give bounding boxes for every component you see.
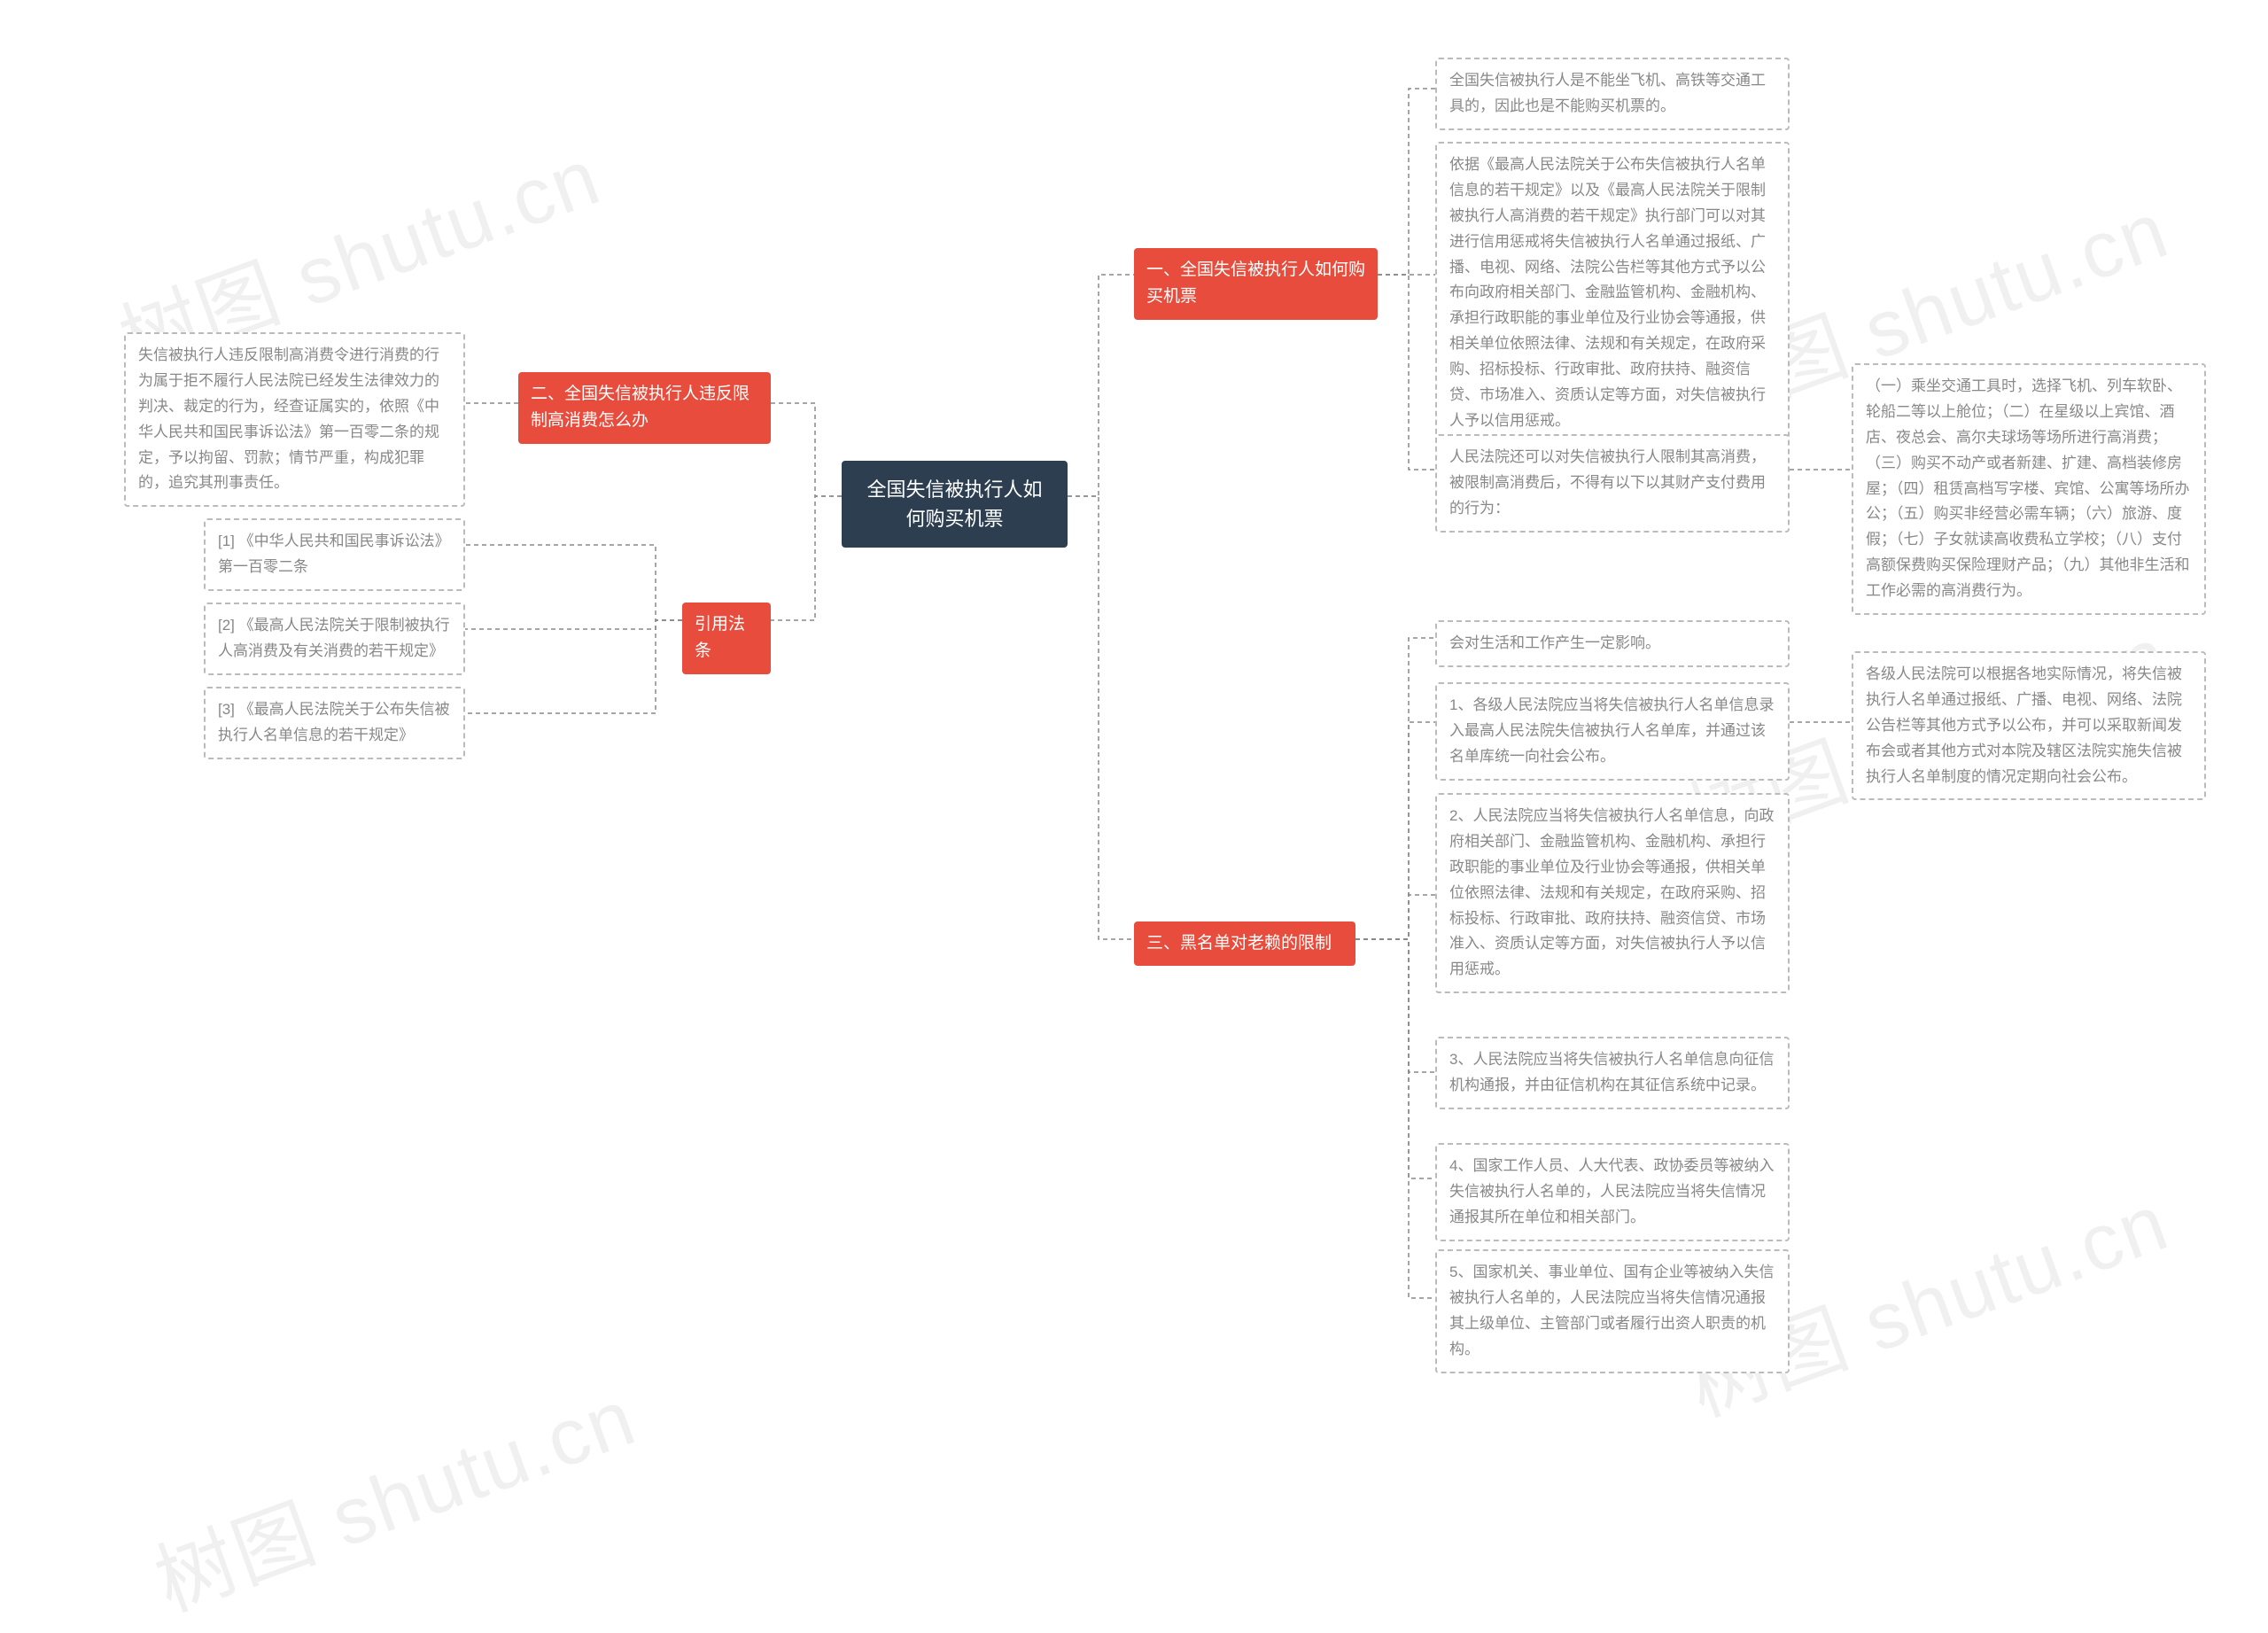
leaf-left-2-2: [3] 《最高人民法院关于公布失信被执行人名单信息的若干规定》: [204, 687, 465, 759]
leaf-left-1: 失信被执行人违反限制高消费令进行消费的行为属于拒不履行人民法院已经发生法律效力的…: [124, 332, 465, 507]
leaf-right-2-3: 3、人民法院应当将失信被执行人名单信息向征信机构通报，并由征信机构在其征信系统中…: [1435, 1037, 1790, 1109]
center-node: 全国失信被执行人如何购买机票: [842, 461, 1068, 548]
branch-left-2: 引用法条: [682, 603, 771, 674]
branch-right-2: 三、黑名单对老赖的限制: [1134, 921, 1355, 966]
leaf-right-2-2: 2、人民法院应当将失信被执行人名单信息，向政府相关部门、金融监管机构、金融机构、…: [1435, 793, 1790, 993]
leaf-right-2-0: 会对生活和工作产生一定影响。: [1435, 620, 1790, 667]
watermark: 树图 shutu.cn: [137, 1353, 649, 1633]
leaf-left-2-1: [2] 《最高人民法院关于限制被执行人高消费及有关消费的若干规定》: [204, 603, 465, 675]
branch-left-1: 二、全国失信被执行人违反限制高消费怎么办: [518, 372, 771, 444]
leaf-left-2-0: [1] 《中华人民共和国民事诉讼法》 第一百零二条: [204, 518, 465, 591]
leaf-right-2-1: 1、各级人民法院应当将失信被执行人名单信息录入最高人民法院失信被执行人名单库，并…: [1435, 682, 1790, 781]
leaf-right-1-0: 全国失信被执行人是不能坐飞机、高铁等交通工具的，因此也是不能购买机票的。: [1435, 58, 1790, 130]
leaf-right-2-sub: 各级人民法院可以根据各地实际情况，将失信被执行人名单通过报纸、广播、电视、网络、…: [1852, 651, 2206, 800]
leaf-right-1-2: 人民法院还可以对失信被执行人限制其高消费，被限制高消费后，不得有以下以其财产支付…: [1435, 434, 1790, 533]
leaf-right-1-sub: （一）乘坐交通工具时，选择飞机、列车软卧、轮船二等以上舱位；（二）在星级以上宾馆…: [1852, 363, 2206, 615]
branch-right-1: 一、全国失信被执行人如何购买机票: [1134, 248, 1378, 320]
leaf-right-2-4: 4、国家工作人员、人大代表、政协委员等被纳入失信被执行人名单的，人民法院应当将失…: [1435, 1143, 1790, 1241]
leaf-right-2-5: 5、国家机关、事业单位、国有企业等被纳入失信被执行人名单的，人民法院应当将失信情…: [1435, 1249, 1790, 1373]
leaf-right-1-1: 依据《最高人民法院关于公布失信被执行人名单信息的若干规定》以及《最高人民法院关于…: [1435, 142, 1790, 445]
